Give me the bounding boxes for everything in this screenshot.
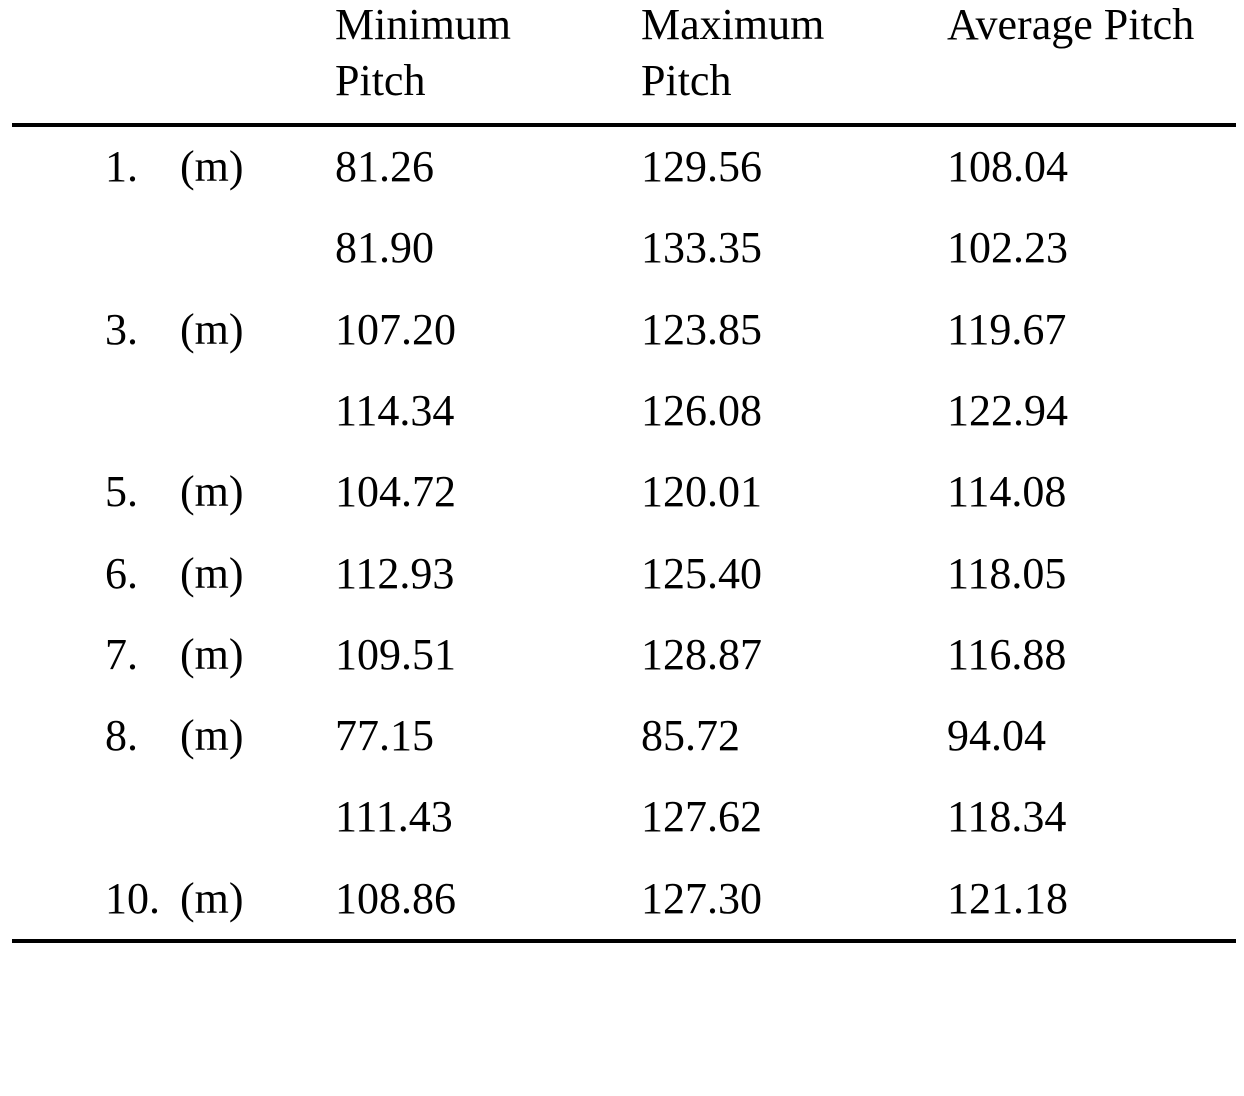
row-label: 6. (105, 548, 138, 598)
cell-value: 121.18 (947, 873, 1068, 923)
cell-value: 118.34 (947, 792, 1067, 842)
cell-value: 122.94 (947, 385, 1068, 435)
cell-value: 119.67 (947, 304, 1067, 354)
row-label: (m) (180, 467, 244, 517)
cell-value: 104.72 (335, 467, 456, 517)
cell-value: 125.40 (641, 548, 762, 598)
cell-value: 127.30 (641, 873, 762, 923)
cell-value: 114.08 (947, 467, 1067, 517)
column-header: Maximum Pitch (641, 0, 825, 105)
row-label: (m) (180, 304, 244, 354)
cell-value: 133.35 (641, 223, 762, 273)
cell-value: 85.72 (641, 711, 740, 761)
row-label: 10. (105, 873, 160, 923)
bottom-rule (12, 939, 1236, 943)
cell-value: 118.05 (947, 548, 1067, 598)
row-label: (m) (180, 142, 244, 191)
row-label: 1. (105, 142, 138, 191)
cell-value: 114.34 (335, 385, 455, 435)
cell-value: 128.87 (641, 629, 762, 679)
cell-value: 129.56 (641, 142, 762, 191)
row-label: 8. (105, 711, 138, 761)
row-label: 3. (105, 304, 138, 354)
cell-value: 126.08 (641, 385, 762, 435)
cell-value: 108.04 (947, 142, 1068, 191)
column-header: Minimum Pitch (335, 0, 512, 105)
cell-value: 102.23 (947, 223, 1068, 273)
row-label: (m) (180, 548, 244, 598)
cell-value: 127.62 (641, 792, 762, 842)
cell-value: 108.86 (335, 873, 456, 923)
cell-value: 116.88 (947, 629, 1067, 679)
cell-value: 109.51 (335, 629, 456, 679)
cell-value: 94.04 (947, 711, 1046, 761)
row-label: (m) (180, 711, 244, 761)
cell-value: 111.43 (335, 792, 453, 842)
cell-value: 107.20 (335, 304, 456, 354)
cell-value: 81.90 (335, 223, 434, 273)
top-rule (12, 123, 1236, 127)
cell-value: 81.26 (335, 142, 434, 191)
cell-value: 123.85 (641, 304, 762, 354)
column-header: Average Pitch (947, 0, 1195, 49)
cell-value: 120.01 (641, 467, 762, 517)
row-label: (m) (180, 873, 244, 923)
row-label: (m) (180, 629, 244, 679)
row-label: 7. (105, 629, 138, 679)
cell-value: 77.15 (335, 711, 434, 761)
row-label: 5. (105, 467, 138, 517)
cell-value: 112.93 (335, 548, 455, 598)
